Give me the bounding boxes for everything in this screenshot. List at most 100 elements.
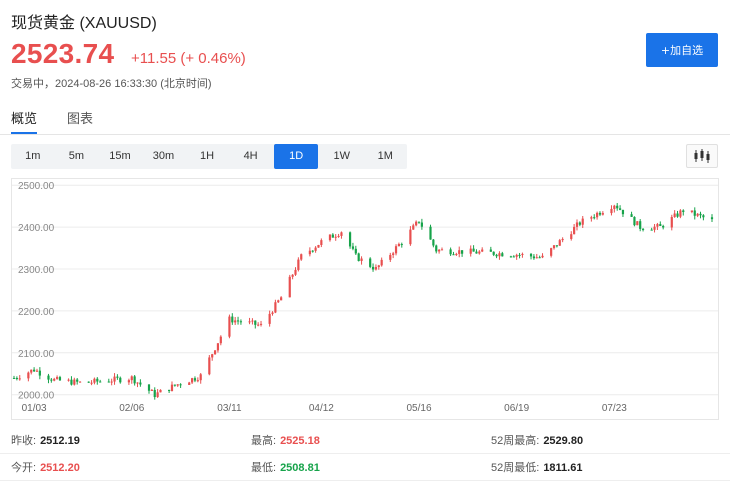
candle-body	[662, 225, 665, 228]
stats-divider	[0, 480, 730, 481]
candle-body	[598, 212, 602, 215]
candle-body	[127, 380, 130, 383]
candle-body	[58, 377, 62, 381]
candle-body	[340, 232, 343, 236]
candle-body	[515, 254, 518, 257]
candle-body	[397, 244, 401, 247]
period-selector: 1m 5m 15m 30m 1H 4H 1D 1W 1M	[11, 144, 407, 169]
candle-body	[690, 210, 693, 213]
candle-body	[170, 384, 174, 391]
candle-body	[501, 253, 504, 257]
stat-high: 最高: 2525.18	[251, 435, 320, 447]
tab-chart[interactable]: 图表	[67, 112, 94, 127]
candle-body	[236, 320, 240, 322]
candle-body	[699, 213, 702, 216]
candle-body	[320, 240, 323, 245]
candle-body	[33, 369, 36, 372]
candle-body	[351, 246, 355, 249]
chart-type-button[interactable]	[686, 144, 718, 168]
stat-label: 最高	[251, 435, 273, 447]
candle-body	[509, 256, 513, 258]
period-1d[interactable]: 1D	[274, 144, 318, 169]
candle-body	[119, 377, 122, 383]
candle-body	[478, 251, 481, 254]
tab-overview[interactable]: 概览	[11, 108, 38, 134]
candle-body	[116, 376, 119, 378]
candle-body	[12, 377, 16, 379]
period-4h[interactable]: 4H	[243, 150, 258, 162]
period-5m[interactable]: 5m	[68, 150, 84, 162]
candle-body	[47, 375, 50, 380]
period-1w[interactable]: 1W	[333, 150, 350, 162]
price-chart[interactable]: 2500.00 2400.00 2300.00 2200.00 2100.00 2000.…	[11, 178, 719, 420]
candle-body	[573, 226, 576, 235]
candle-body	[228, 316, 231, 337]
candle-body	[455, 253, 458, 255]
candle-body	[173, 384, 176, 386]
candle-body	[593, 217, 596, 219]
stat-open: 今开: 2512.20	[11, 462, 80, 474]
candle-body	[392, 253, 395, 255]
candle-body	[277, 300, 280, 303]
candle-body	[389, 254, 392, 260]
candle-body	[682, 210, 685, 213]
candle-body	[35, 370, 39, 372]
candle-body	[412, 225, 415, 230]
x-tick-label: 06/19	[504, 403, 529, 414]
candle-body	[357, 253, 360, 261]
period-1mo[interactable]: 1M	[377, 150, 393, 162]
y-tick-label: 2100.00	[18, 349, 55, 360]
candle-body	[317, 244, 320, 248]
candle-body	[50, 379, 53, 381]
period-30m[interactable]: 30m	[152, 150, 175, 162]
candle-body	[216, 343, 220, 351]
candle-body	[420, 222, 423, 227]
candle-body	[512, 256, 515, 258]
candle-body	[136, 382, 139, 384]
period-15m[interactable]: 15m	[109, 150, 131, 162]
candle-body	[188, 382, 191, 385]
stat-value: 2508.81	[280, 462, 320, 474]
candle-body	[251, 320, 254, 322]
candle-body	[168, 389, 171, 391]
stat-value: 2512.19	[40, 435, 80, 447]
add-watchlist-button[interactable]: +加自选	[646, 33, 718, 67]
stat-prev-close: 昨收: 2512.19	[11, 435, 80, 447]
stat-value: 1811.61	[543, 462, 583, 474]
candle-body	[153, 389, 156, 398]
candle-body	[460, 250, 464, 254]
x-tick-label: 01/03	[22, 403, 47, 414]
y-tick-label: 2400.00	[18, 223, 55, 234]
x-tick-label: 05/16	[406, 403, 431, 414]
candlestick-icon	[694, 149, 710, 163]
candle-body	[271, 312, 274, 314]
candle-body	[429, 226, 432, 240]
candle-body	[280, 297, 283, 301]
candle-body	[308, 250, 311, 255]
y-tick-label: 2200.00	[18, 307, 55, 318]
candle-body	[673, 213, 676, 217]
candle-body	[15, 378, 18, 380]
stat-low: 最低: 2508.81	[251, 462, 320, 474]
candle-body	[601, 213, 604, 215]
candle-body	[555, 245, 558, 247]
candle-body	[394, 246, 398, 254]
candle-body	[570, 234, 573, 239]
candle-body	[618, 208, 622, 210]
period-1h[interactable]: 1H	[200, 150, 215, 162]
candle-body	[630, 214, 633, 217]
candle-body	[239, 321, 243, 323]
candle-body	[633, 216, 636, 226]
candle-body	[147, 384, 151, 391]
stat-value: 2529.80	[543, 435, 584, 447]
candle-body	[334, 236, 337, 238]
candle-body	[475, 251, 478, 254]
candle-body	[541, 255, 544, 258]
candle-body	[328, 234, 332, 241]
view-tabs: 概览 图表	[11, 108, 93, 134]
candle-body	[93, 378, 96, 383]
candle-body	[581, 218, 584, 225]
candle-body	[449, 249, 452, 255]
period-1m[interactable]: 1m	[25, 150, 41, 162]
price-change: +11.55 (+ 0.46%)	[131, 50, 246, 67]
